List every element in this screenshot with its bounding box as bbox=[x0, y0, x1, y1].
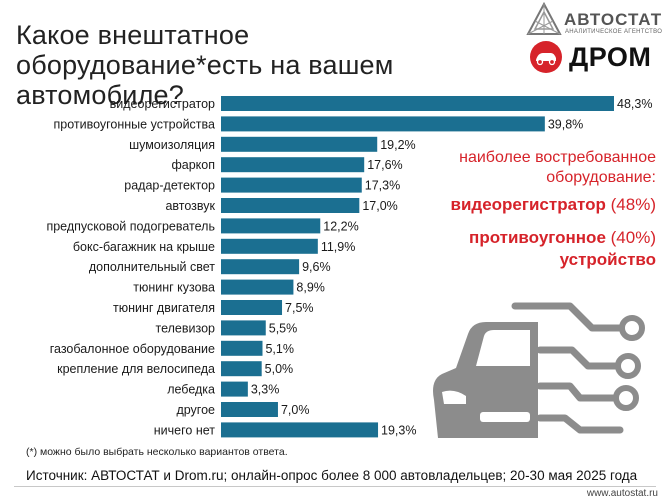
value-label: 19,2% bbox=[380, 138, 415, 152]
value-label: 3,3% bbox=[251, 383, 280, 397]
value-label: 12,2% bbox=[323, 219, 358, 233]
source-line: Источник: АВТОСТАТ и Drom.ru; онлайн-опр… bbox=[26, 468, 638, 483]
value-label: 17,6% bbox=[367, 158, 402, 172]
category-label: ничего нет bbox=[154, 423, 215, 437]
callout-item-2-name-line2: устройство bbox=[559, 250, 656, 269]
category-label: видеорегистратор bbox=[110, 97, 215, 111]
value-label: 39,8% bbox=[548, 117, 583, 131]
category-label: фаркоп bbox=[171, 158, 215, 172]
category-label: радар-детектор bbox=[124, 179, 215, 193]
value-label: 7,0% bbox=[281, 403, 310, 417]
footnote: (*) можно было выбрать несколько вариант… bbox=[26, 446, 288, 458]
category-label: телевизор bbox=[156, 321, 216, 335]
bar bbox=[221, 361, 262, 377]
drom-name: ДРОМ bbox=[569, 42, 652, 72]
category-label: газобалонное оборудование bbox=[50, 342, 215, 356]
callout-item-2-pct: (40%) bbox=[610, 228, 656, 247]
category-label: противоугонные устройства bbox=[53, 117, 215, 131]
category-label: предпусковой подогреватель bbox=[46, 219, 215, 233]
page-title: Какое внештатное оборудование*есть на ва… bbox=[16, 20, 394, 110]
callout-item-1-pct: (48%) bbox=[610, 195, 656, 214]
category-label: лебедка bbox=[167, 383, 215, 397]
value-label: 8,9% bbox=[296, 281, 325, 295]
callout-heading: наиболее востребованное оборудование: bbox=[459, 149, 656, 186]
bar bbox=[221, 381, 248, 397]
value-label: 17,3% bbox=[365, 179, 400, 193]
bar bbox=[221, 177, 362, 193]
autostat-emblem-icon bbox=[526, 1, 562, 35]
bar bbox=[221, 320, 266, 336]
bar bbox=[221, 96, 614, 111]
value-label: 7,5% bbox=[285, 301, 314, 315]
value-label: 19,3% bbox=[381, 423, 416, 437]
value-label: 5,0% bbox=[265, 362, 294, 376]
bar bbox=[221, 340, 263, 356]
category-label: шумоизоляция bbox=[129, 138, 215, 152]
value-label: 5,1% bbox=[265, 342, 294, 356]
bar bbox=[221, 279, 294, 295]
autostat-name: АВТОСТАТ bbox=[564, 10, 663, 29]
bar bbox=[221, 422, 379, 438]
category-label: тюнинг кузова bbox=[133, 281, 215, 295]
value-label: 11,9% bbox=[321, 240, 356, 254]
category-label: тюнинг двигателя bbox=[113, 301, 215, 315]
autostat-logo: АВТОСТАТ АНАЛИТИЧЕСКОЕ АГЕНТСТВО bbox=[526, 1, 666, 42]
value-label: 9,6% bbox=[302, 260, 331, 274]
bar bbox=[221, 198, 360, 213]
value-label: 17,0% bbox=[362, 199, 397, 213]
drom-emblem-icon bbox=[530, 41, 562, 73]
callout-item-1: видеорегистратор (48%) bbox=[396, 194, 656, 216]
category-label: автозвук bbox=[165, 199, 215, 213]
source-url: www.autostat.ru bbox=[586, 488, 658, 499]
bar bbox=[221, 259, 300, 275]
drom-logo: ДРОМ bbox=[529, 40, 669, 76]
category-label: другое bbox=[176, 403, 215, 417]
bar bbox=[221, 136, 378, 152]
bar bbox=[221, 157, 365, 173]
connected-car-icon bbox=[433, 302, 645, 438]
callout-item-2-name: противоугонное bbox=[469, 228, 606, 247]
callout-item-2: противоугонное (40%) устройство bbox=[396, 227, 656, 271]
bar bbox=[221, 402, 278, 417]
category-label: крепление для велосипеда bbox=[57, 362, 215, 376]
bar bbox=[221, 116, 545, 132]
value-label: 5,5% bbox=[269, 321, 298, 335]
bar bbox=[221, 218, 321, 234]
bar bbox=[221, 238, 318, 254]
value-label: 48,3% bbox=[617, 97, 652, 111]
callout-item-1-name: видеорегистратор bbox=[450, 195, 606, 214]
category-label: бокс-багажник на крыше bbox=[73, 240, 215, 254]
category-label: дополнительный свет bbox=[89, 260, 215, 274]
autostat-subtitle: АНАЛИТИЧЕСКОЕ АГЕНТСТВО bbox=[565, 29, 663, 35]
bar bbox=[221, 300, 283, 315]
footer-divider bbox=[14, 486, 656, 487]
